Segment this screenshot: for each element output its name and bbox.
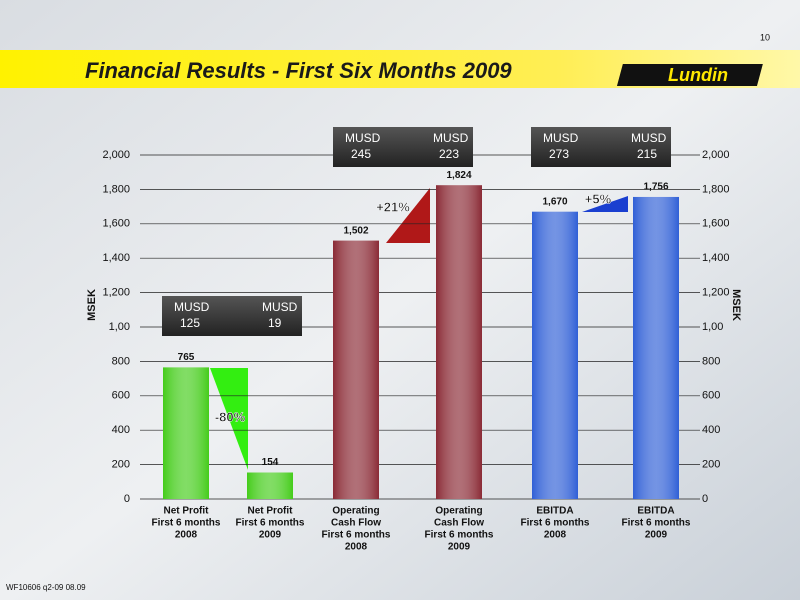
y2-tick-label: 1,800 xyxy=(702,183,730,195)
y2-tick-label: 1,200 xyxy=(702,287,730,299)
footer: WF10606 q2-09 08.09 xyxy=(6,583,86,592)
x-tick-label: Operating xyxy=(332,506,379,517)
y2-tick-label: 1,00 xyxy=(702,321,723,333)
value-label: 765 xyxy=(178,352,195,363)
change-label: +21% xyxy=(376,199,410,214)
x-tick-label: EBITDA xyxy=(536,506,573,517)
x-tick-label: 2008 xyxy=(544,530,567,541)
logo: Lundin xyxy=(668,65,728,85)
x-tick-label: First 6 months xyxy=(152,518,221,529)
y-tick-label: 600 xyxy=(112,390,130,402)
y-tick-label: 1,00 xyxy=(109,321,130,333)
logo-box xyxy=(616,64,763,86)
change-arrow xyxy=(210,368,248,470)
y2-tick-label: 600 xyxy=(702,390,720,402)
y-tick-label: 1,600 xyxy=(102,218,130,230)
y-tick-label: 800 xyxy=(112,355,130,367)
usd-box-value: 273 xyxy=(549,147,569,161)
y2-tick-label: 2,000 xyxy=(702,149,730,161)
x-tick-label: First 6 months xyxy=(322,530,391,541)
y2-tick-label: 800 xyxy=(702,355,720,367)
y-tick-label: 2,000 xyxy=(102,149,130,161)
usd-box-label: MUSD xyxy=(631,131,667,145)
x-tick-label: 2009 xyxy=(645,530,668,541)
bar-shine xyxy=(163,367,209,499)
x-tick-label: EBITDA xyxy=(637,506,674,517)
y-tick-label: 1,800 xyxy=(102,183,130,195)
usd-box-label: MUSD xyxy=(543,131,579,145)
x-tick-label: 2008 xyxy=(345,542,368,553)
slide-number: 10 xyxy=(760,32,770,42)
usd-box xyxy=(333,127,473,167)
usd-box xyxy=(162,296,302,336)
usd-box-value: 223 xyxy=(439,147,459,161)
usd-box xyxy=(531,127,671,167)
y-tick-label: 0 xyxy=(124,493,130,505)
change-arrow xyxy=(582,196,628,212)
y2-tick-label: 200 xyxy=(702,459,720,471)
usd-box-label: MUSD xyxy=(262,300,298,314)
bar-shine xyxy=(333,240,379,499)
x-tick-label: First 6 months xyxy=(425,530,494,541)
y-axis-label: MSEK xyxy=(86,289,98,321)
chart-title: Financial Results - First Six Months 200… xyxy=(85,58,512,83)
change-arrow xyxy=(386,188,430,243)
bar-shine xyxy=(436,185,482,499)
y-tick-label: 400 xyxy=(112,424,130,436)
y2-tick-label: 0 xyxy=(702,493,708,505)
x-tick-label: Cash Flow xyxy=(331,518,381,529)
y2-tick-label: 1,400 xyxy=(702,252,730,264)
bar-shine xyxy=(633,196,679,499)
change-label: +5% xyxy=(585,191,612,206)
x-tick-label: Cash Flow xyxy=(434,518,484,529)
x-tick-label: First 6 months xyxy=(521,518,590,529)
x-tick-label: Net Profit xyxy=(164,506,210,517)
usd-box-label: MUSD xyxy=(174,300,210,314)
value-label: 1,670 xyxy=(542,196,567,207)
change-label: -80% xyxy=(215,409,246,424)
x-tick-label: 2009 xyxy=(448,542,471,553)
value-label: 154 xyxy=(262,457,279,468)
value-label: 1,756 xyxy=(643,182,668,193)
usd-box-value: 245 xyxy=(351,147,371,161)
y2-tick-label: 1,600 xyxy=(702,218,730,230)
x-tick-label: 2008 xyxy=(175,530,198,541)
value-label: 1,502 xyxy=(343,225,368,236)
usd-box-value: 215 xyxy=(637,147,657,161)
usd-box-label: MUSD xyxy=(345,131,381,145)
usd-box-value: 125 xyxy=(180,316,200,330)
usd-box-label: MUSD xyxy=(433,131,469,145)
x-tick-label: 2009 xyxy=(259,530,282,541)
usd-box-value: 19 xyxy=(268,316,282,330)
y-tick-label: 1,400 xyxy=(102,252,130,264)
x-tick-label: First 6 months xyxy=(622,518,691,529)
bar-shine xyxy=(247,472,293,499)
value-label: 1,824 xyxy=(446,170,471,181)
x-tick-label: First 6 months xyxy=(236,518,305,529)
y-tick-label: 1,200 xyxy=(102,287,130,299)
y-tick-label: 200 xyxy=(112,459,130,471)
y2-tick-label: 400 xyxy=(702,424,720,436)
bar-shine xyxy=(532,211,578,499)
x-tick-label: Net Profit xyxy=(248,506,294,517)
y2-axis-label: MSEK xyxy=(730,289,742,321)
x-tick-label: Operating xyxy=(435,506,482,517)
